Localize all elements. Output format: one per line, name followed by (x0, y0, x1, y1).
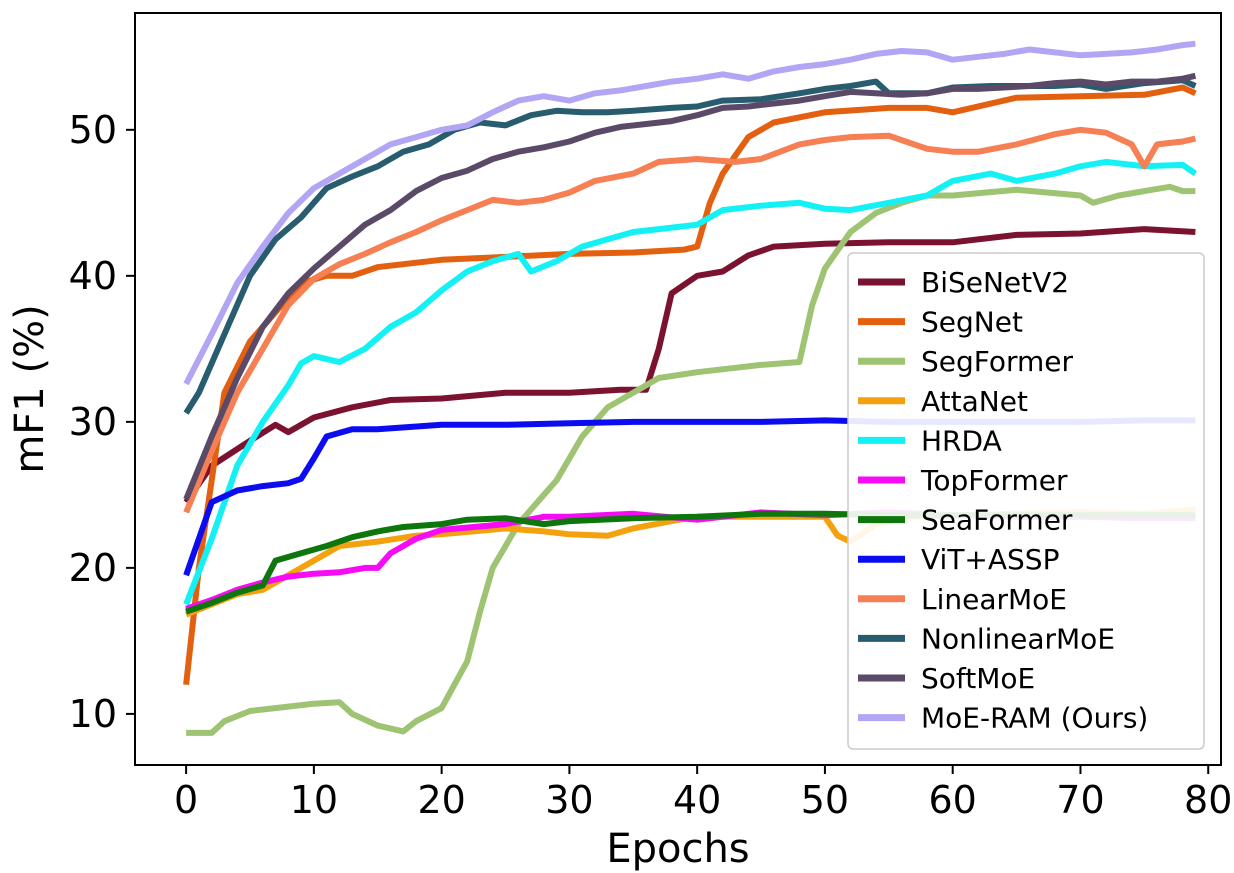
series-line-segformer (186, 183, 1196, 736)
series-layer (183, 40, 1198, 736)
series-line-moe-ram-ours (183, 40, 1196, 386)
y-axis: 10 20 30 40 50 (69, 108, 135, 736)
legend-label-attanet: AttaNet (921, 385, 1028, 418)
legend-label-moe-ram-ours: MoE-RAM (Ours) (921, 702, 1148, 735)
x-axis-title: Epochs (606, 826, 749, 872)
legend-frame (847, 252, 1205, 750)
series-line-bisenetv2 (183, 226, 1196, 504)
y-tick-label: 10 (69, 692, 117, 736)
y-tick-label: 30 (69, 400, 117, 444)
legend-label-bisenetv2: BiSeNetV2 (921, 266, 1069, 299)
legend-label-hrda: HRDA (921, 424, 1002, 457)
plot-area-frame (134, 12, 1222, 766)
legend: BiSeNetV2 SegNet SegFormer AttaNet HRDA TopFo… (847, 252, 1205, 750)
legend-label-nonlinearmoe: NonlinearMoE (921, 622, 1115, 655)
x-tick-label: 20 (417, 778, 465, 822)
legend-label-softmoe: SoftMoE (921, 662, 1035, 695)
x-tick-label: 0 (174, 778, 198, 822)
legend-label-seaformer: SeaFormer (921, 504, 1073, 537)
series-line-softmoe (183, 72, 1197, 501)
y-tick-label: 20 (69, 546, 117, 590)
x-tick-label: 40 (673, 778, 721, 822)
x-tick-label: 10 (290, 778, 338, 822)
legend-label-segformer: SegFormer (921, 345, 1074, 378)
series-line-hrda (183, 158, 1198, 606)
x-tick-label: 80 (1184, 778, 1232, 822)
y-tick-label: 40 (69, 254, 117, 298)
x-tick-label: 70 (1056, 778, 1104, 822)
legend-label-segnet: SegNet (921, 306, 1023, 339)
y-tick-label: 50 (69, 108, 117, 152)
legend-label-topformer: TopFormer (920, 464, 1068, 497)
x-tick-label: 30 (545, 778, 593, 822)
x-axis: 0 10 20 30 40 50 60 70 80 (174, 765, 1232, 822)
y-axis-title: mF1 (%) (7, 304, 53, 473)
legend-label-linearmoe: LinearMoE (921, 583, 1067, 616)
x-tick-label: 60 (929, 778, 977, 822)
x-tick-label: 50 (801, 778, 849, 822)
series-line-linearmoe (183, 126, 1197, 514)
legend-label-vit-assp: ViT+ASSP (921, 543, 1059, 576)
